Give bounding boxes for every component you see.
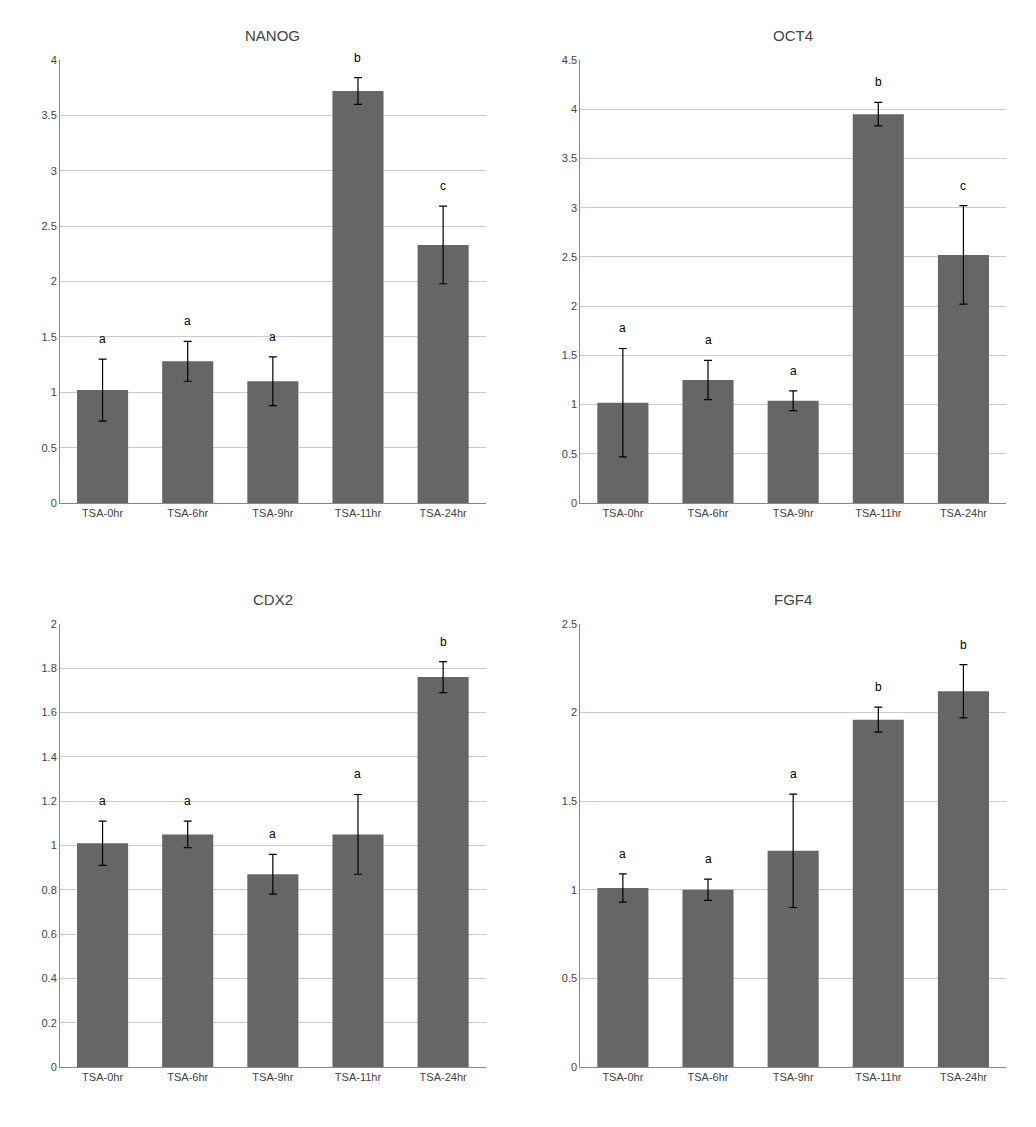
svg-text:1.8: 1.8 [42,662,57,674]
svg-text:TSA-11hr: TSA-11hr [855,1071,902,1083]
svg-text:TSA-24hr: TSA-24hr [940,1071,987,1083]
svg-text:a: a [184,794,191,808]
svg-text:TSA-24hr: TSA-24hr [420,1071,467,1083]
svg-text:TSA-11hr: TSA-11hr [855,507,902,519]
svg-text:0.8: 0.8 [42,884,57,896]
svg-text:b: b [354,51,361,65]
svg-text:1: 1 [571,398,577,410]
svg-text:a: a [705,333,712,347]
svg-text:3: 3 [571,202,577,214]
svg-text:TSA-11hr: TSA-11hr [335,507,382,519]
svg-text:b: b [960,638,967,652]
svg-text:1.4: 1.4 [42,751,57,763]
svg-text:4.5: 4.5 [562,54,577,66]
svg-text:2.5: 2.5 [562,618,577,630]
svg-text:b: b [875,75,882,89]
svg-text:TSA-24hr: TSA-24hr [940,507,987,519]
svg-text:NANOG: NANOG [245,27,300,44]
svg-text:a: a [619,847,626,861]
svg-text:0.5: 0.5 [562,972,577,984]
svg-text:a: a [269,330,276,344]
svg-text:CDX2: CDX2 [253,591,293,608]
svg-text:TSA-6hr: TSA-6hr [688,507,729,519]
svg-text:TSA-9hr: TSA-9hr [252,507,293,519]
svg-text:0.6: 0.6 [42,928,57,940]
svg-text:a: a [790,767,797,781]
svg-text:TSA-6hr: TSA-6hr [167,507,208,519]
svg-text:a: a [354,767,361,781]
svg-text:a: a [619,321,626,335]
svg-text:TSA-9hr: TSA-9hr [252,1071,293,1083]
svg-text:1: 1 [571,884,577,896]
svg-text:a: a [269,827,276,841]
svg-text:c: c [440,179,446,193]
svg-text:0: 0 [51,497,57,509]
svg-text:3.5: 3.5 [42,109,57,121]
svg-text:a: a [99,794,106,808]
svg-text:2: 2 [51,275,57,287]
svg-text:4: 4 [51,54,57,66]
svg-text:4: 4 [571,103,577,115]
svg-text:TSA-24hr: TSA-24hr [420,507,467,519]
svg-text:1.5: 1.5 [42,331,57,343]
svg-text:2.5: 2.5 [562,251,577,263]
svg-text:TSA-0hr: TSA-0hr [82,507,123,519]
svg-text:2.5: 2.5 [42,220,57,232]
svg-text:b: b [875,680,882,694]
svg-text:0.2: 0.2 [42,1017,57,1029]
svg-text:3.5: 3.5 [562,152,577,164]
svg-text:2: 2 [571,706,577,718]
svg-text:c: c [960,179,966,193]
svg-text:0.4: 0.4 [42,972,57,984]
svg-text:1.5: 1.5 [562,795,577,807]
svg-text:1: 1 [51,386,57,398]
svg-text:1.6: 1.6 [42,706,57,718]
svg-text:TSA-0hr: TSA-0hr [602,507,643,519]
svg-text:1: 1 [51,839,57,851]
svg-text:0: 0 [571,497,577,509]
svg-text:0.5: 0.5 [42,442,57,454]
svg-text:TSA-9hr: TSA-9hr [773,507,814,519]
svg-text:3: 3 [51,165,57,177]
svg-text:TSA-6hr: TSA-6hr [167,1071,208,1083]
svg-text:TSA-0hr: TSA-0hr [602,1071,643,1083]
svg-text:1.2: 1.2 [42,795,57,807]
svg-text:0.5: 0.5 [562,448,577,460]
svg-text:2: 2 [571,300,577,312]
svg-text:TSA-9hr: TSA-9hr [773,1071,814,1083]
svg-text:0: 0 [51,1061,57,1073]
svg-text:TSA-6hr: TSA-6hr [688,1071,729,1083]
svg-text:a: a [99,332,106,346]
svg-text:1.5: 1.5 [562,349,577,361]
svg-text:a: a [705,852,712,866]
svg-text:0: 0 [571,1061,577,1073]
svg-text:TSA-0hr: TSA-0hr [82,1071,123,1083]
svg-text:FGF4: FGF4 [774,591,812,608]
svg-text:OCT4: OCT4 [773,27,813,44]
svg-text:a: a [790,364,797,378]
svg-text:b: b [440,635,447,649]
svg-text:a: a [184,314,191,328]
svg-text:TSA-11hr: TSA-11hr [335,1071,382,1083]
svg-text:2: 2 [51,618,57,630]
